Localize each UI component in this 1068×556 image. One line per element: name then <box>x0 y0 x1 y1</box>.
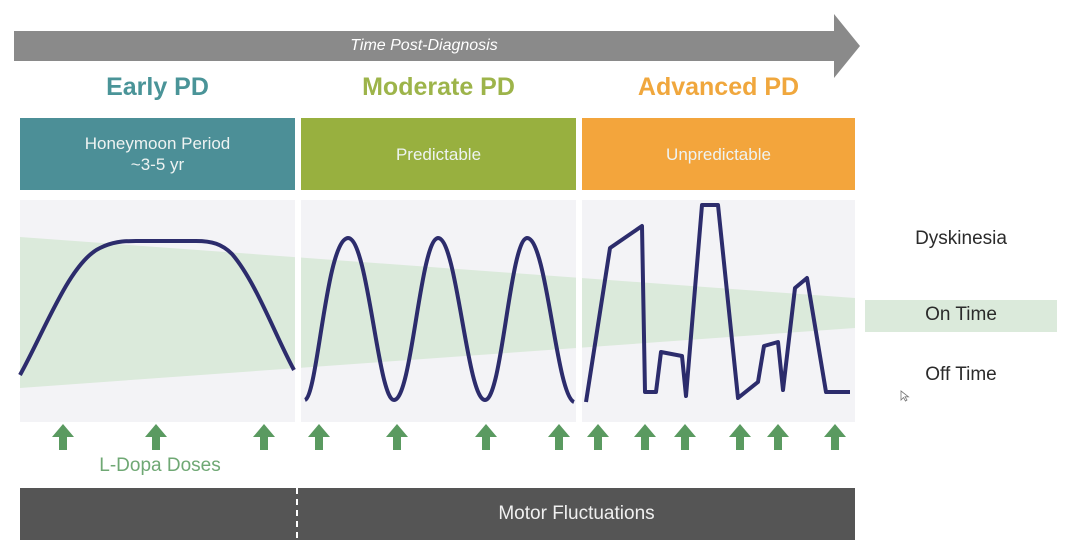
l-dopa-dose-arrow-icon <box>634 424 656 450</box>
early-response-curve <box>18 239 296 376</box>
timeline-arrow <box>14 14 860 78</box>
l-dopa-dose-arrow-icon <box>587 424 609 450</box>
on-time-label: On Time <box>925 304 997 325</box>
l-dopa-dose-arrow-icon <box>308 424 330 450</box>
dyskinesia-label: Dyskinesia <box>915 228 1007 249</box>
l-dopa-dose-arrow-icon <box>674 424 696 450</box>
l-dopa-dose-arrow-icon <box>253 424 275 450</box>
moderate-response-curve <box>303 236 576 404</box>
panel-gap <box>295 200 301 422</box>
mouse-cursor-icon <box>900 390 910 402</box>
l-dopa-dose-arrow-icon <box>729 424 751 450</box>
early-pd-title: Early PD <box>106 73 209 101</box>
l-dopa-dose-arrow-icon <box>767 424 789 450</box>
motor-fluctuations-label: Motor Fluctuations <box>498 503 655 524</box>
l-dopa-doses-label: L-Dopa Doses <box>99 455 221 476</box>
panel-gap <box>576 200 582 422</box>
l-dopa-dose-arrow-icon <box>475 424 497 450</box>
moderate-pd-title: Moderate PD <box>362 73 515 101</box>
honeymoon-period-box: Honeymoon Period ~3-5 yr <box>20 118 295 190</box>
l-dopa-dose-arrow-icon <box>145 424 167 450</box>
on-time-legend-band <box>865 300 1057 332</box>
off-time-label: Off Time <box>925 364 997 385</box>
dose-arrows <box>52 424 846 450</box>
advanced-pd-title: Advanced PD <box>637 73 800 101</box>
l-dopa-dose-arrow-icon <box>548 424 570 450</box>
l-dopa-dose-arrow-icon <box>52 424 74 450</box>
on-time-band <box>20 237 855 388</box>
predictable-box: Predictable <box>301 118 576 190</box>
l-dopa-dose-arrow-icon <box>386 424 408 450</box>
unpredictable-box: Unpredictable <box>582 118 855 190</box>
advanced-response-curve <box>584 203 850 403</box>
l-dopa-dose-arrow-icon <box>824 424 846 450</box>
motor-fluctuations-bar <box>20 488 855 540</box>
timeline-label: Time Post-Diagnosis <box>350 37 498 54</box>
